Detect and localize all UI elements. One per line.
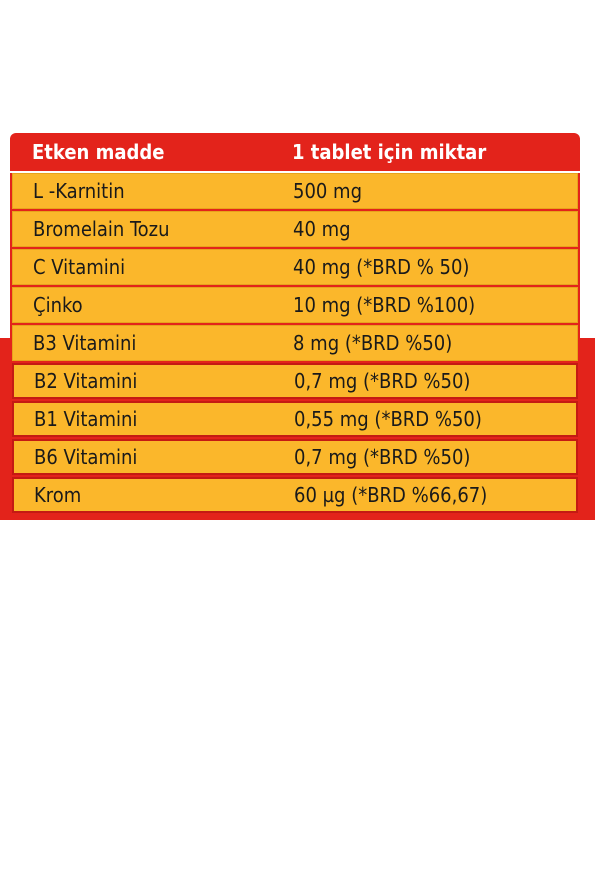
table-row: B1 Vitamini 0,55 mg (*BRD %50) [12,401,578,437]
ingredient-cell: Çinko [33,293,83,317]
table-row: Krom 60 µg (*BRD %66,67) [12,477,578,513]
ingredient-cell: Bromelain Tozu [33,217,170,241]
table-row: Bromelain Tozu 40 mg [12,211,578,247]
table-row: B6 Vitamini 0,7 mg (*BRD %50) [12,439,578,475]
table-row: B3 Vitamini 8 mg (*BRD %50) [12,325,578,361]
ingredient-cell: B1 Vitamini [34,407,138,431]
amount-cell: 0,7 mg (*BRD %50) [294,445,471,469]
ingredient-cell: Krom [34,483,82,507]
nutrition-table: Etken madde 1 tablet için miktar L -Karn… [10,133,580,515]
ingredient-cell: B6 Vitamini [34,445,138,469]
ingredient-cell: C Vitamini [33,255,126,279]
header-amount: 1 tablet için miktar [292,140,487,164]
amount-cell: 0,55 mg (*BRD %50) [294,407,482,431]
amount-cell: 40 mg (*BRD % 50) [293,255,470,279]
table-row: L -Karnitin 500 mg [12,173,578,209]
table-row: Çinko 10 mg (*BRD %100) [12,287,578,323]
table-header: Etken madde 1 tablet için miktar [10,133,580,171]
ingredient-cell: L -Karnitin [33,179,125,203]
table-body: L -Karnitin 500 mg Bromelain Tozu 40 mg … [10,173,580,515]
ingredient-cell: B3 Vitamini [33,331,137,355]
table-row: B2 Vitamini 0,7 mg (*BRD %50) [12,363,578,399]
header-ingredient: Etken madde [32,140,165,164]
amount-cell: 10 mg (*BRD %100) [293,293,476,317]
amount-cell: 8 mg (*BRD %50) [293,331,453,355]
amount-cell: 60 µg (*BRD %66,67) [294,483,488,507]
amount-cell: 500 mg [293,179,363,203]
table-row: C Vitamini 40 mg (*BRD % 50) [12,249,578,285]
ingredient-cell: B2 Vitamini [34,369,138,393]
amount-cell: 0,7 mg (*BRD %50) [294,369,471,393]
amount-cell: 40 mg [293,217,351,241]
